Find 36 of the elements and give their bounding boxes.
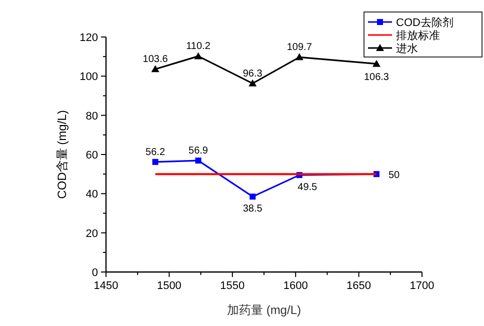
data-label: 56.2 xyxy=(146,146,166,158)
x-tick-label: 1650 xyxy=(346,280,372,292)
point xyxy=(195,158,202,164)
y-tick-label: 40 xyxy=(86,188,98,201)
data-label: 110.2 xyxy=(186,41,211,52)
data-label: 103.6 xyxy=(142,54,168,66)
data-label: 50 xyxy=(388,170,400,182)
y-axis-title: COD含量 (mg/L) xyxy=(55,110,69,199)
legend-label: 排放标准 xyxy=(396,29,440,42)
data-label: 96.3 xyxy=(242,68,263,80)
point xyxy=(250,194,256,200)
y-tick-label: 100 xyxy=(80,71,98,84)
point xyxy=(151,65,160,72)
y-tick-label: 0 xyxy=(92,267,98,279)
data-label: 49.5 xyxy=(298,182,318,194)
point xyxy=(152,158,158,165)
point xyxy=(295,53,304,60)
y-tick-label: 20 xyxy=(86,228,98,240)
x-tick-label: 1700 xyxy=(410,280,434,292)
point xyxy=(194,52,202,60)
data-label: 106.3 xyxy=(364,72,390,83)
data-label: 109.7 xyxy=(286,42,312,54)
point xyxy=(372,60,380,67)
x-tick-label: 1550 xyxy=(220,280,245,292)
data-label: 38.5 xyxy=(242,204,263,215)
y-tick-label: 60 xyxy=(86,150,98,162)
data-label: 56.9 xyxy=(188,146,208,157)
x-tick-label: 1450 xyxy=(94,280,118,292)
x-tick-label: 1500 xyxy=(156,280,182,292)
point xyxy=(248,79,257,86)
legend-label: 进水 xyxy=(396,42,418,55)
y-tick-label: 80 xyxy=(86,110,98,122)
x-axis-title: 加药量 (mg/L) xyxy=(226,303,302,317)
legend-label: COD去除剂 xyxy=(396,16,454,29)
x-tick-label: 1600 xyxy=(283,280,308,292)
y-tick-label: 120 xyxy=(80,32,98,44)
